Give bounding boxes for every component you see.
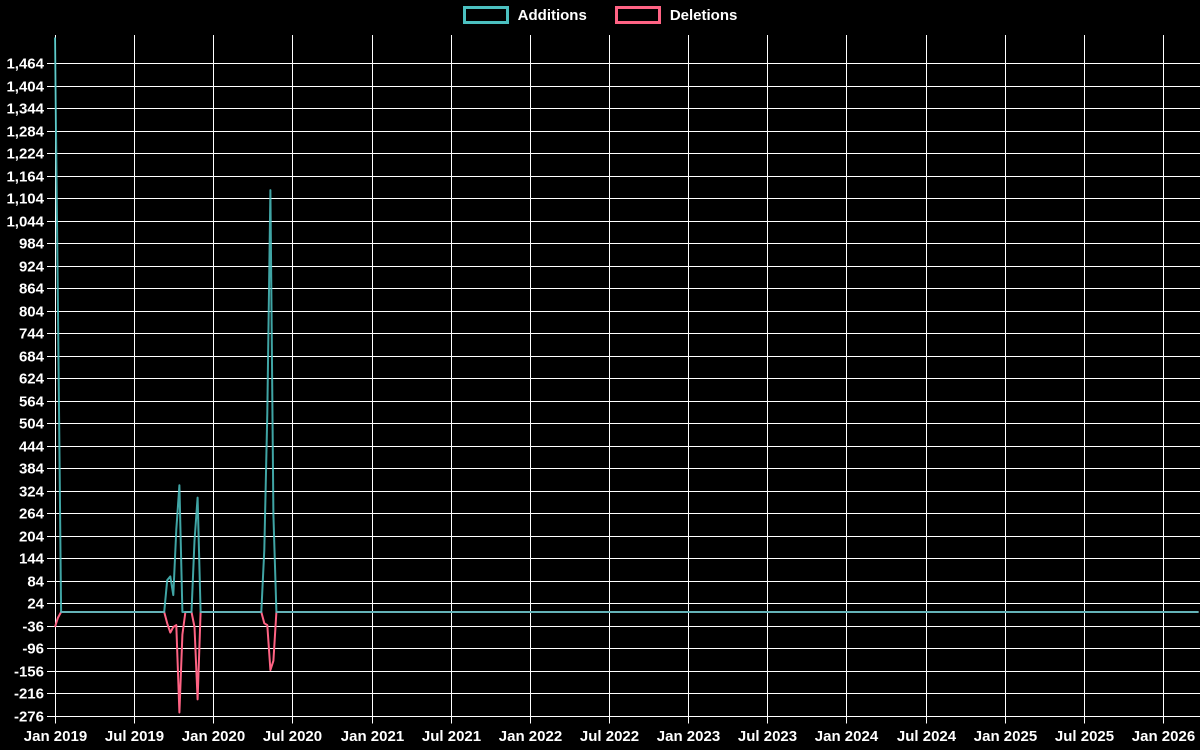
x-tick-label: Jul 2022 xyxy=(580,728,639,745)
y-tick-label: 84 xyxy=(27,574,44,591)
y-tick-label: 504 xyxy=(19,416,45,433)
y-tick-label: 264 xyxy=(19,506,45,523)
x-tick-label: Jan 2019 xyxy=(24,728,87,745)
x-tick-label: Jul 2023 xyxy=(738,728,797,745)
x-tick-label: Jul 2024 xyxy=(897,728,957,745)
legend-item-deletions[interactable]: Deletions xyxy=(614,6,738,24)
y-tick-label: -216 xyxy=(14,686,44,703)
x-tick-label: Jul 2019 xyxy=(105,728,164,745)
x-tick-label: Jan 2023 xyxy=(657,728,720,745)
y-tick-label: 744 xyxy=(19,326,45,343)
legend-item-additions[interactable]: Additions xyxy=(462,6,587,24)
y-tick-label: 864 xyxy=(19,281,45,298)
deletions-line[interactable] xyxy=(54,611,1199,714)
y-tick-label: 1,344 xyxy=(6,101,44,118)
legend-label-deletions: Deletions xyxy=(669,6,738,24)
y-tick-label: 1,284 xyxy=(6,124,44,141)
y-tick-label: 1,164 xyxy=(6,169,44,186)
x-tick-label: Jan 2022 xyxy=(499,728,562,745)
x-tick-label: Jul 2025 xyxy=(1055,728,1114,745)
y-tick-label: 684 xyxy=(19,349,45,366)
y-tick-label: -36 xyxy=(22,619,44,636)
chart-legend: Additions Deletions xyxy=(0,6,1200,24)
additions-swatch-icon xyxy=(462,6,509,24)
x-tick-label: Jan 2020 xyxy=(182,728,245,745)
y-tick-label: 1,404 xyxy=(6,79,44,96)
y-tick-label: 564 xyxy=(19,394,45,411)
y-tick-label: -96 xyxy=(22,641,44,658)
y-tick-label: 804 xyxy=(19,304,45,321)
x-tick-label: Jan 2025 xyxy=(974,728,1037,745)
y-tick-label: 384 xyxy=(19,461,45,478)
y-tick-label: 444 xyxy=(19,439,45,456)
deletions-swatch-icon xyxy=(614,6,661,24)
y-tick-label: 1,224 xyxy=(6,146,44,163)
x-tick-label: Jan 2021 xyxy=(341,728,404,745)
legend-label-additions: Additions xyxy=(517,6,587,24)
y-tick-label: 984 xyxy=(19,236,45,253)
y-tick-label: 144 xyxy=(19,551,45,568)
additions-line[interactable] xyxy=(54,37,1199,613)
x-tick-label: Jan 2026 xyxy=(1132,728,1195,745)
y-tick-label: 1,044 xyxy=(6,214,44,231)
y-tick-label: 1,464 xyxy=(6,56,44,73)
y-tick-label: 1,104 xyxy=(6,191,44,208)
y-tick-label: -156 xyxy=(14,664,44,681)
x-tick-label: Jan 2024 xyxy=(815,728,879,745)
y-tick-label: 24 xyxy=(27,596,44,613)
x-tick-label: Jul 2021 xyxy=(422,728,481,745)
x-tick-label: Jul 2020 xyxy=(263,728,322,745)
y-tick-label: -276 xyxy=(14,709,44,726)
y-tick-label: 924 xyxy=(19,259,45,276)
y-tick-label: 324 xyxy=(19,484,45,501)
y-tick-label: 624 xyxy=(19,371,45,388)
y-tick-label: 204 xyxy=(19,529,45,546)
